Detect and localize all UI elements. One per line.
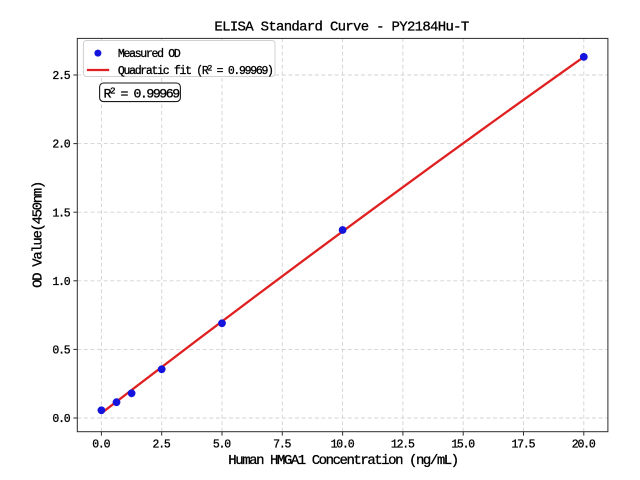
svg-text:R2 = 0.99969: R2 = 0.99969 xyxy=(104,86,180,102)
svg-text:17.5: 17.5 xyxy=(511,438,535,451)
svg-text:12.5: 12.5 xyxy=(391,438,415,451)
svg-text:0.5: 0.5 xyxy=(52,345,70,358)
svg-text:20.0: 20.0 xyxy=(572,438,596,451)
svg-text:5.0: 5.0 xyxy=(213,438,231,451)
svg-text:1.0: 1.0 xyxy=(52,276,70,289)
svg-text:2.5: 2.5 xyxy=(52,70,70,83)
svg-text:0.0: 0.0 xyxy=(52,413,70,426)
svg-text:ELISA Standard Curve - PY2184H: ELISA Standard Curve - PY2184Hu-T xyxy=(214,20,468,36)
svg-text:10.0: 10.0 xyxy=(331,438,355,451)
svg-text:7.5: 7.5 xyxy=(273,438,291,451)
svg-text:1.5: 1.5 xyxy=(52,207,70,220)
svg-text:2.0: 2.0 xyxy=(52,139,70,152)
svg-text:Quadratic fit (R2 = 0.99969): Quadratic fit (R2 = 0.99969) xyxy=(118,64,273,78)
svg-text:0.0: 0.0 xyxy=(92,438,110,451)
svg-text:Measured OD: Measured OD xyxy=(118,48,181,61)
svg-text:15.0: 15.0 xyxy=(451,438,475,451)
svg-text:OD Value(450nm): OD Value(450nm) xyxy=(31,182,47,288)
svg-text:2.5: 2.5 xyxy=(153,438,171,451)
svg-text:Human HMGA1 Concentration (ng/: Human HMGA1 Concentration (ng/mL) xyxy=(228,453,457,469)
